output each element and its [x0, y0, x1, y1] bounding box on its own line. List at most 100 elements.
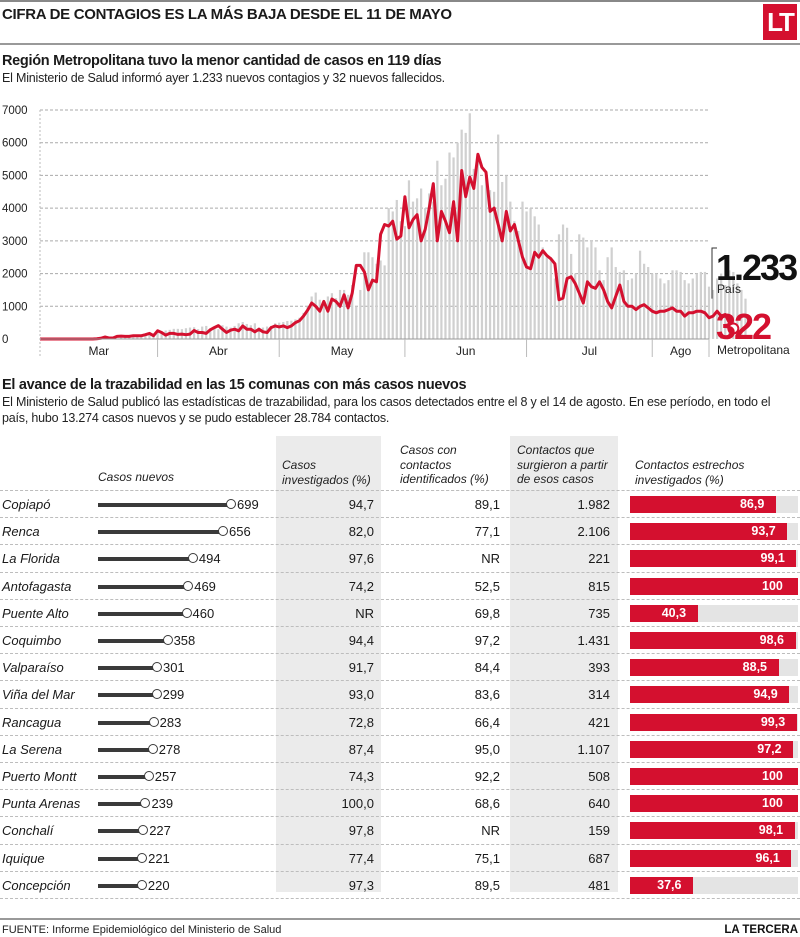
comuna-name: Puerto Montt: [2, 769, 77, 784]
identificados-value: NR: [481, 551, 500, 567]
identificados-value: 95,0: [474, 741, 500, 757]
table-section-subtitle-2: país, hubo 13.274 casos nuevos y se pudo…: [2, 411, 390, 425]
pais-bar: [643, 263, 646, 339]
source-note: FUENTE: Informe Epidemiológico del Minis…: [2, 924, 282, 936]
casos-nuevos-value: 494: [198, 551, 221, 567]
pais-bar: [570, 253, 573, 339]
casos-nuevos-dot: [148, 716, 159, 727]
pais-bar: [241, 321, 244, 339]
pais-bar: [529, 208, 532, 339]
pais-bar: [521, 201, 524, 339]
investigados-value: 97,3: [348, 877, 374, 893]
pais-bar: [245, 323, 248, 339]
pais-bar: [460, 129, 463, 339]
casos-nuevos-value: 301: [162, 660, 185, 676]
comuna-name: Punta Arenas: [2, 796, 81, 812]
contactos-value: 2.106: [577, 524, 610, 540]
identificados-value: 97,2: [474, 633, 500, 648]
estrechos-value: 100: [762, 578, 783, 593]
pais-bar: [505, 175, 508, 339]
pais-bar: [549, 257, 552, 339]
pais-bar: [464, 132, 467, 339]
pais-bar: [274, 323, 277, 339]
pais-bar: [724, 285, 727, 339]
pais-bar: [590, 240, 593, 339]
header-investigados-line2: investigados (%): [282, 472, 371, 487]
investigados-column-shade: [276, 436, 381, 892]
contactos-value: 159: [588, 823, 610, 839]
comuna-name: Copiapó: [2, 497, 51, 512]
pais-bar: [655, 273, 658, 339]
estrechos-value: 99,1: [760, 551, 785, 566]
pais-bar: [452, 157, 455, 339]
investigados-value: 77,4: [348, 850, 374, 866]
estrechos-value: 96,1: [755, 850, 780, 865]
table-row: Punta Arenas 239 100,0 68,6 640 100: [0, 789, 800, 817]
casos-nuevos-dot: [181, 607, 192, 618]
casos-nuevos-value: 469: [194, 578, 216, 594]
casos-nuevos-dot: [218, 526, 228, 537]
estrechos-bar: [630, 577, 798, 595]
identificados-value: 69,8: [474, 605, 500, 621]
estrechos-bar: [630, 713, 797, 731]
comuna-name: Coquimbo: [2, 633, 62, 648]
pais-value: 1.233: [716, 247, 797, 288]
pais-bar: [306, 306, 309, 339]
contactos-value: 687: [588, 850, 610, 866]
casos-nuevos-value: 221: [148, 850, 170, 866]
pais-bar: [363, 252, 366, 339]
pais-bar: [744, 298, 747, 339]
table-bottom-rule: [0, 898, 800, 899]
identificados-value: 92,2: [474, 769, 500, 784]
y-tick-label: 4000: [2, 203, 28, 215]
pais-bar: [387, 208, 390, 339]
casos-nuevos-value: 283: [159, 714, 182, 730]
casos-nuevos-dot: [226, 499, 236, 509]
pais-bar: [249, 325, 252, 339]
pais-bar: [683, 280, 686, 339]
pais-bar: [257, 327, 261, 339]
header-identificados: Casos con contactos identificados (%): [400, 443, 489, 487]
y-tick-label: 5000: [2, 170, 28, 182]
pais-bar: [367, 252, 370, 339]
chart-section-subtitle: El Ministerio de Salud informó ayer 1.23…: [2, 71, 445, 85]
pais-bar: [436, 160, 439, 339]
contactos-value: 735: [588, 605, 610, 621]
comuna-name: Valparaíso: [2, 660, 64, 676]
casos-nuevos-bar: [98, 611, 184, 616]
estrechos-value: 93,7: [751, 524, 776, 539]
header-estrechos: Contactos estrechos investigados (%): [635, 458, 744, 487]
chart-grid: 0 1000 2000 3000 4000 5000 6000 7000: [2, 105, 709, 346]
table-row: Puente Alto 460 NR 69,8 735 40,3: [0, 598, 800, 627]
estrechos-bar: [630, 523, 788, 541]
comuna-name: Rancagua: [2, 714, 62, 730]
estrechos-value: 37,6: [657, 877, 682, 892]
pais-bar: [415, 198, 419, 339]
casos-nuevos-dot: [151, 689, 162, 700]
header-casos-nuevos: Casos nuevos: [98, 470, 175, 484]
pais-bar: [715, 278, 719, 339]
contactos-value: 640: [588, 796, 610, 812]
x-tick-label: Abr: [209, 344, 228, 358]
y-tick-label: 6000: [2, 138, 28, 150]
contactos-column-shade: [510, 436, 618, 892]
contactos-value: 815: [588, 578, 610, 594]
table-row: Conchalí 227 97,8 NR 159 98,1: [0, 816, 800, 844]
pais-bar: [476, 155, 480, 339]
pais-bar: [598, 270, 601, 339]
casos-nuevos-value: 358: [173, 633, 196, 648]
pais-bar: [314, 292, 317, 339]
investigados-value: 74,3: [348, 769, 374, 784]
estrechos-value: 99,3: [760, 714, 786, 729]
pais-bar: [472, 168, 475, 339]
comuna-name: La Serena: [2, 741, 62, 757]
pais-bar: [197, 329, 200, 339]
casos-nuevos-value: 656: [229, 524, 251, 540]
estrechos-bar: [630, 496, 776, 513]
pais-bar: [517, 231, 520, 339]
pais-bracket: [711, 247, 717, 299]
pais-bar: [326, 296, 329, 339]
top-rule: [0, 0, 800, 2]
table-row: Puerto Montt 257 74,3 92,2 508 100: [0, 762, 800, 790]
pais-bar: [347, 294, 350, 339]
